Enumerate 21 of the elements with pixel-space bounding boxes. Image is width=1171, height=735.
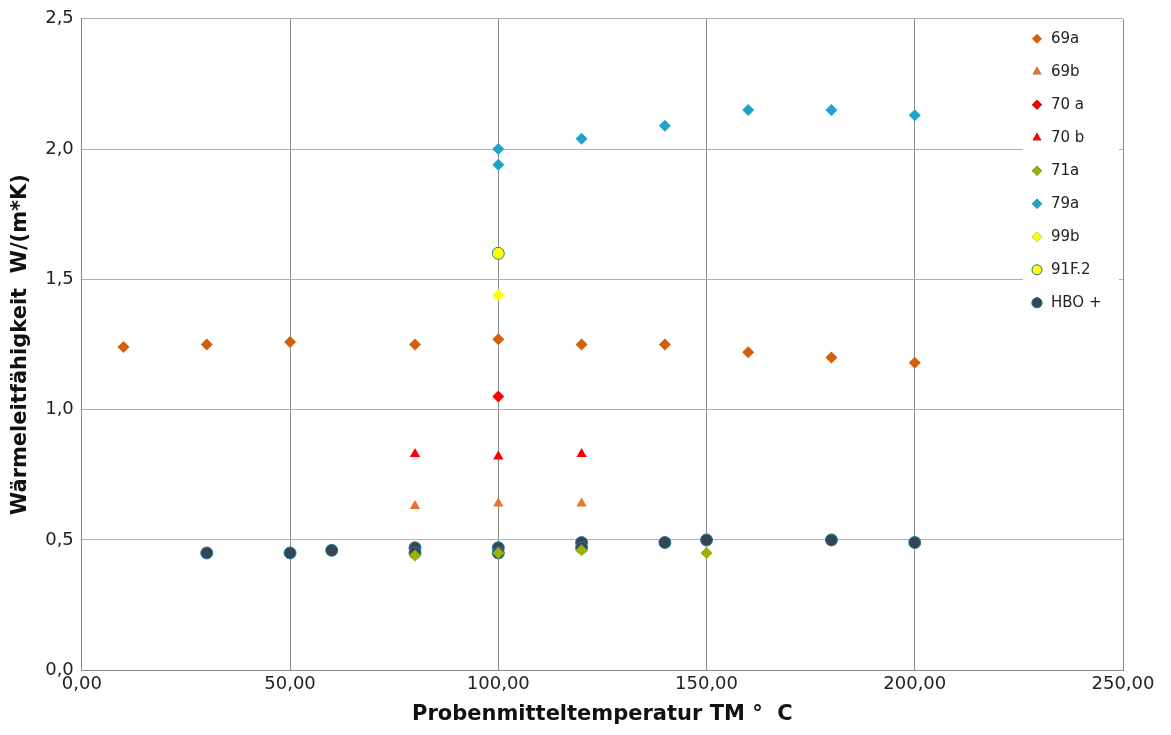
legend-label: 69b bbox=[1051, 61, 1080, 80]
y-tick-label: 2,0 bbox=[45, 136, 74, 158]
y-tick-label: 1,5 bbox=[45, 267, 74, 289]
y-axis-title: Wärmeleitfähigkeit W/(m*K) bbox=[7, 174, 32, 515]
legend-label: 70 a bbox=[1051, 94, 1085, 113]
x-tick-label: 150,00 bbox=[675, 671, 739, 693]
legend-label: 70 b bbox=[1051, 127, 1085, 146]
legend-label: 71a bbox=[1051, 160, 1080, 179]
legend-label: 79a bbox=[1051, 193, 1080, 212]
x-tick-label: 250,00 bbox=[1091, 671, 1155, 693]
legend-label: HBO + bbox=[1051, 292, 1102, 311]
legend-label: 69a bbox=[1051, 28, 1080, 47]
x-tick-label: 100,00 bbox=[466, 671, 530, 693]
legend-label: 91F.2 bbox=[1051, 259, 1091, 278]
x-tick-label: 200,00 bbox=[883, 671, 947, 693]
y-tick-label: 0,5 bbox=[45, 527, 74, 549]
legend-label: 99b bbox=[1051, 226, 1080, 245]
x-axis-title: Probenmitteltemperatur TM ° C bbox=[412, 700, 793, 725]
x-tick-label: 50,00 bbox=[264, 671, 316, 693]
y-tick-label: 2,5 bbox=[45, 6, 74, 28]
y-tick-label: 1,0 bbox=[45, 397, 74, 419]
